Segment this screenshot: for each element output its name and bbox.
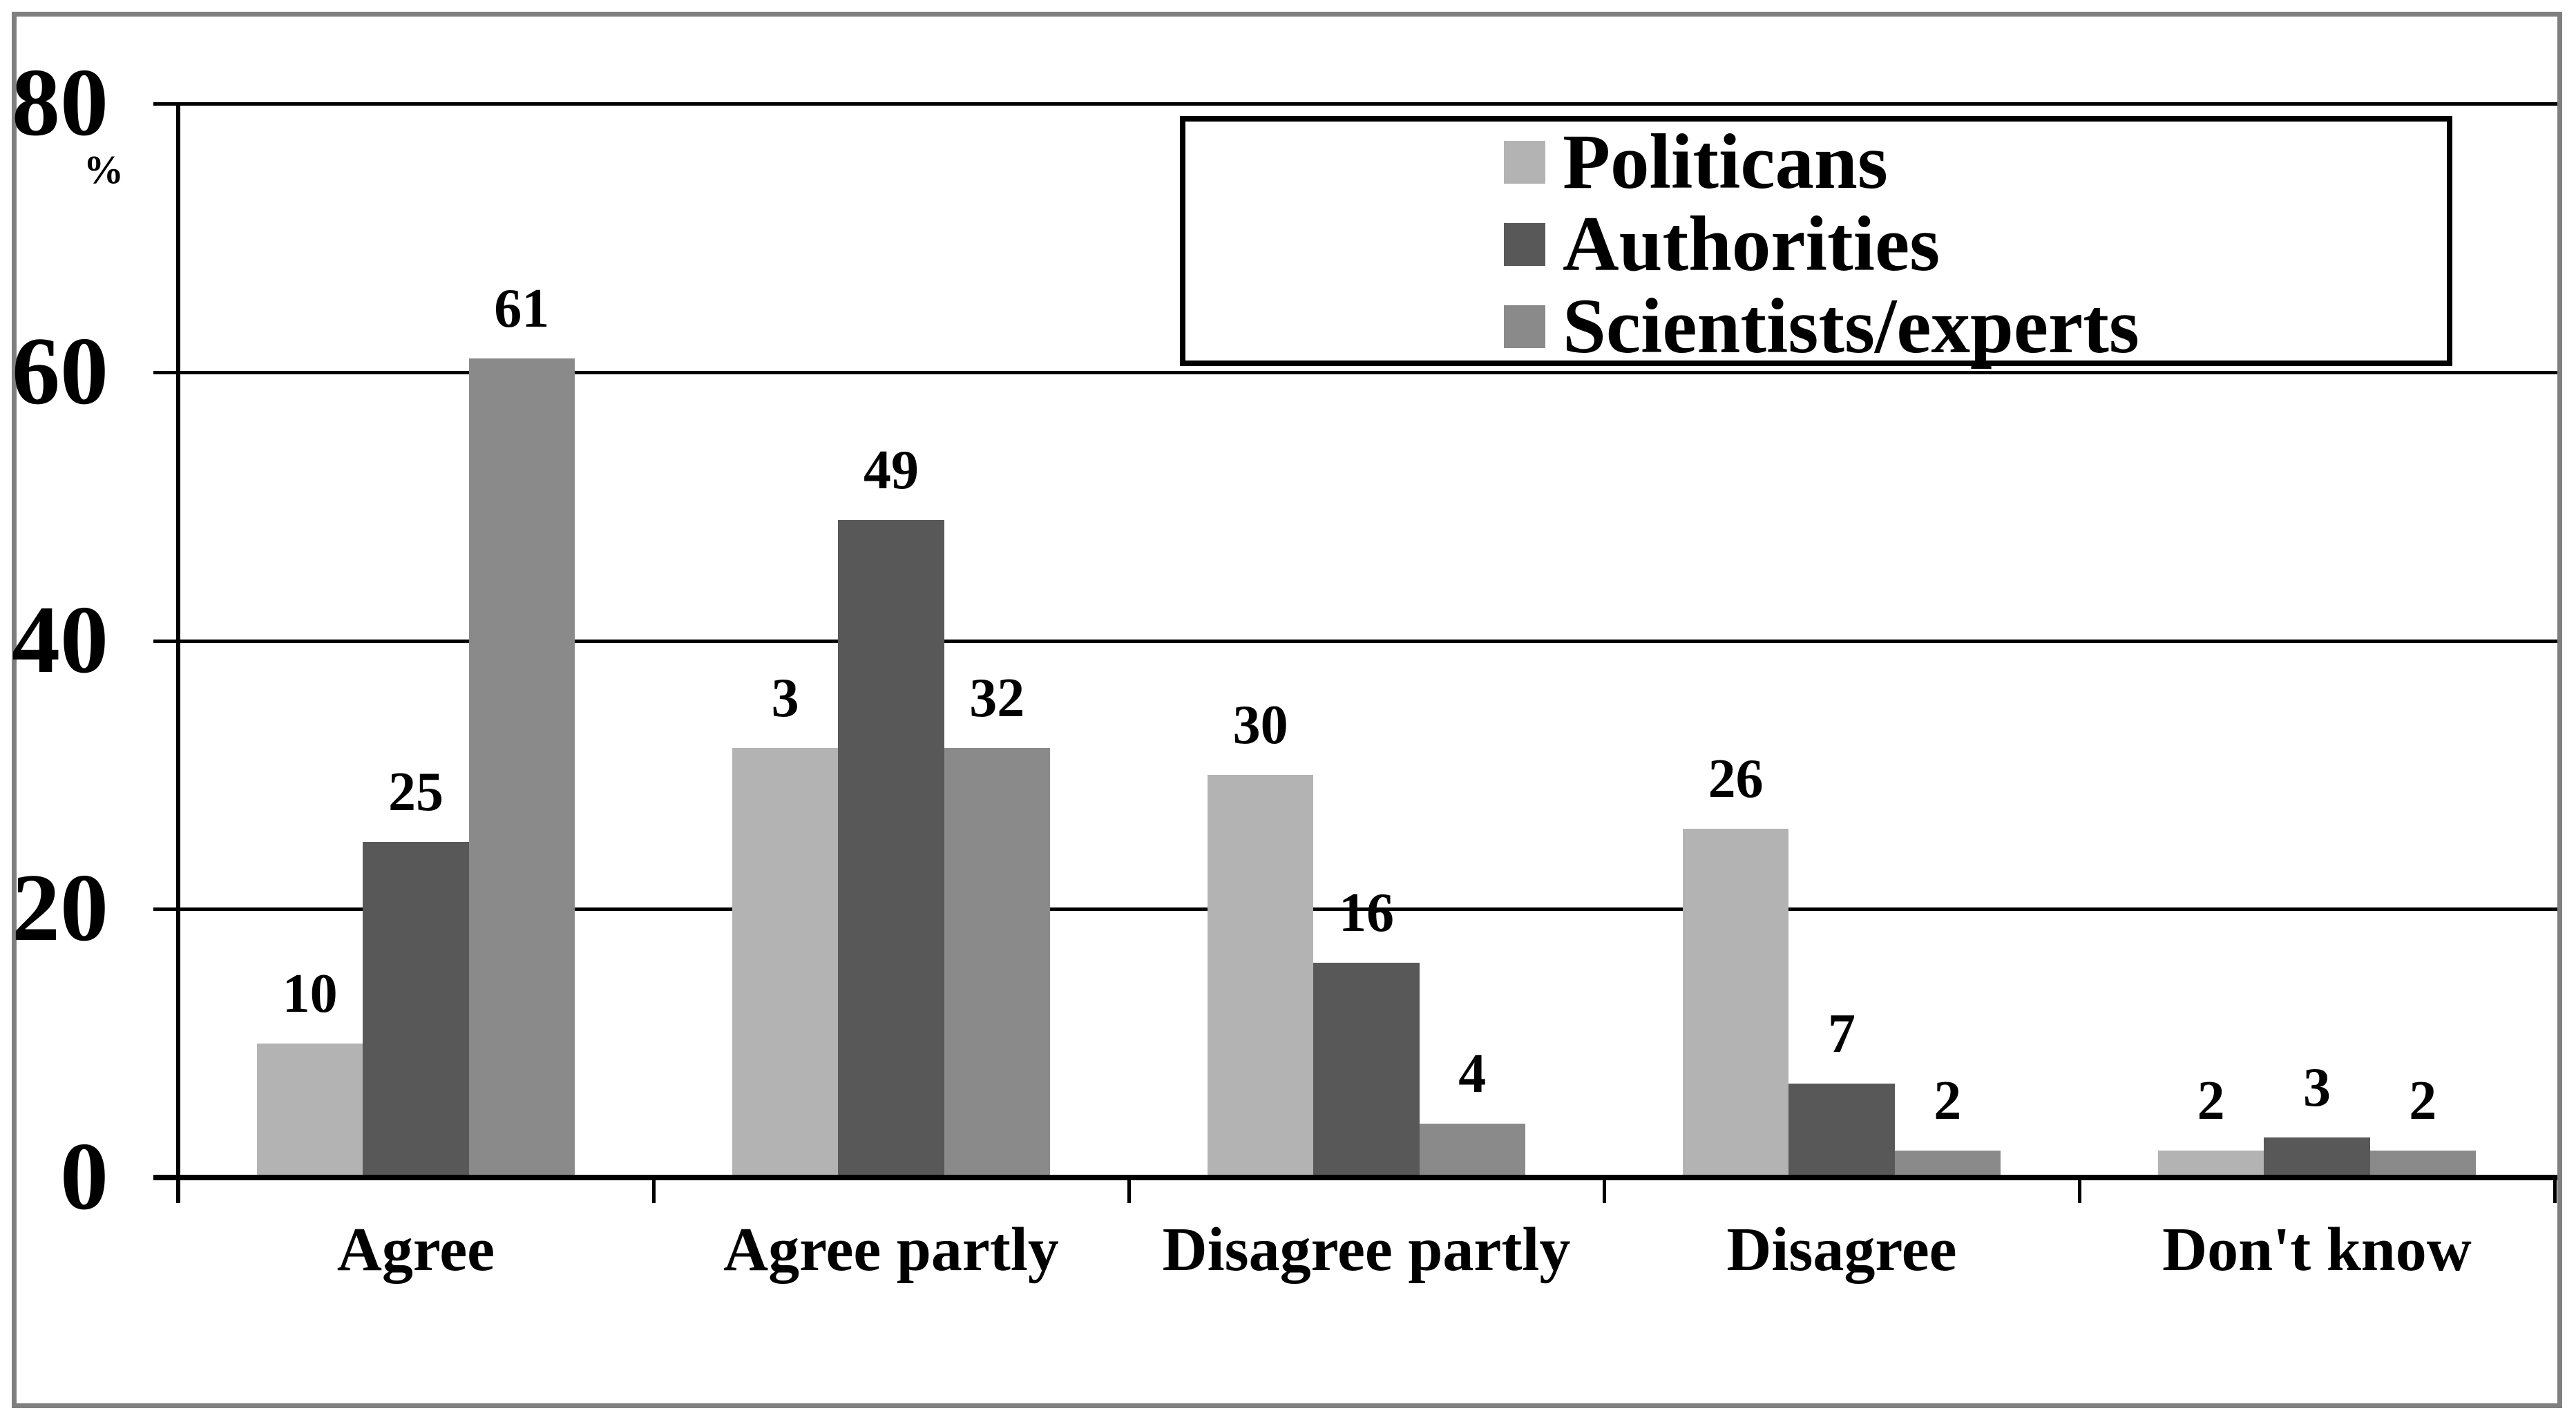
bar-authorities-disagree bbox=[1788, 1083, 1895, 1178]
x-category-label-disagree: Disagree bbox=[1726, 1216, 1957, 1284]
x-axis-tick bbox=[2078, 1178, 2081, 1203]
bar-value-label-authorities-agree: 25 bbox=[388, 762, 443, 823]
bar-value-label-authorities-don-t-know: 3 bbox=[2302, 1057, 2331, 1118]
x-axis-tick bbox=[1603, 1178, 1606, 1203]
bar-scientists-experts-don-t-know bbox=[2369, 1151, 2476, 1178]
x-category-label-don-t-know: Don't know bbox=[2162, 1216, 2472, 1284]
bar-value-label-scientists-experts-don-t-know: 2 bbox=[2409, 1070, 2437, 1132]
x-category-label-agree-partly: Agree partly bbox=[723, 1216, 1059, 1284]
bar-politicans-disagree-partly bbox=[1208, 774, 1314, 1178]
bar-value-label-authorities-disagree-partly: 16 bbox=[1338, 883, 1394, 943]
bar-scientists-experts-agree bbox=[468, 358, 575, 1178]
bar-authorities-agree-partly bbox=[838, 519, 944, 1178]
bar-value-label-politicans-disagree-partly: 30 bbox=[1232, 694, 1288, 756]
bar-politicans-agree bbox=[257, 1043, 363, 1178]
bar-scientists-experts-disagree-partly bbox=[1419, 1124, 1525, 1178]
y-tick-label-0: 0 bbox=[60, 1123, 108, 1230]
bar-scientists-experts-agree-partly bbox=[944, 748, 1050, 1178]
bar-value-label-scientists-experts-agree-partly: 32 bbox=[969, 668, 1025, 729]
bar-value-label-politicans-agree: 10 bbox=[282, 963, 338, 1024]
bar-value-label-politicans-don-t-know: 2 bbox=[2197, 1070, 2225, 1132]
y-axis-percent-label: % bbox=[84, 147, 124, 192]
x-axis-tick bbox=[652, 1178, 656, 1203]
legend-swatch-authorities bbox=[1504, 223, 1545, 266]
x-axis-tick bbox=[1127, 1178, 1131, 1203]
x-category-label-disagree-partly: Disagree partly bbox=[1162, 1216, 1571, 1284]
bar-value-label-politicans-disagree: 26 bbox=[1708, 748, 1764, 809]
gridline-80 bbox=[153, 102, 2557, 106]
x-category-label-agree: Agree bbox=[336, 1216, 495, 1284]
legend-label-scientists-experts: Scientists/experts bbox=[1563, 283, 2139, 369]
bar-authorities-don-t-know bbox=[2264, 1137, 2370, 1178]
bar-authorities-disagree-partly bbox=[1313, 963, 1420, 1178]
bar-value-label-scientists-experts-agree: 61 bbox=[494, 278, 550, 340]
bar-scientists-experts-disagree bbox=[1894, 1151, 2001, 1178]
bar-authorities-agree bbox=[363, 842, 469, 1178]
bar-politicans-disagree bbox=[1683, 828, 1789, 1178]
y-tick-label-60: 60 bbox=[12, 317, 108, 425]
bar-value-label-authorities-agree-partly: 49 bbox=[863, 439, 919, 501]
legend-label-authorities: Authorities bbox=[1563, 201, 1940, 287]
bar-value-label-authorities-disagree: 7 bbox=[1827, 1003, 1855, 1064]
y-axis-line bbox=[176, 104, 180, 1203]
bar-value-label-scientists-experts-disagree-partly: 4 bbox=[1458, 1044, 1487, 1105]
y-tick-label-80: 80 bbox=[12, 49, 108, 156]
gridline-20 bbox=[153, 907, 2557, 912]
bar-value-label-politicans-agree-partly: 3 bbox=[771, 668, 799, 729]
bar-value-label-scientists-experts-disagree: 2 bbox=[1934, 1070, 1962, 1132]
legend: Politicans Authorities Scientists/expert… bbox=[1180, 116, 2452, 366]
bar-politicans-agree-partly bbox=[732, 748, 839, 1178]
legend-swatch-scientists-experts bbox=[1504, 305, 1545, 348]
x-axis-line bbox=[153, 1175, 2557, 1180]
gridline-40 bbox=[153, 639, 2557, 643]
bar-politicans-don-t-know bbox=[2158, 1151, 2264, 1178]
legend-label-politicans: Politicans bbox=[1563, 119, 1888, 205]
gridline-60 bbox=[153, 370, 2557, 374]
y-tick-label-40: 40 bbox=[12, 586, 108, 693]
y-tick-label-20: 20 bbox=[12, 854, 108, 962]
legend-swatch-politicans bbox=[1504, 141, 1545, 184]
x-axis-tick bbox=[2553, 1178, 2557, 1203]
